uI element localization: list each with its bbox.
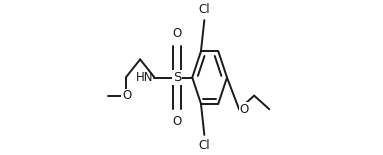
Text: HN: HN: [136, 71, 153, 84]
Text: Cl: Cl: [198, 3, 210, 16]
Text: O: O: [240, 103, 249, 116]
Text: O: O: [172, 27, 182, 40]
Text: O: O: [122, 89, 131, 102]
Text: S: S: [173, 71, 181, 84]
Text: Cl: Cl: [198, 140, 210, 152]
Text: O: O: [172, 115, 182, 128]
